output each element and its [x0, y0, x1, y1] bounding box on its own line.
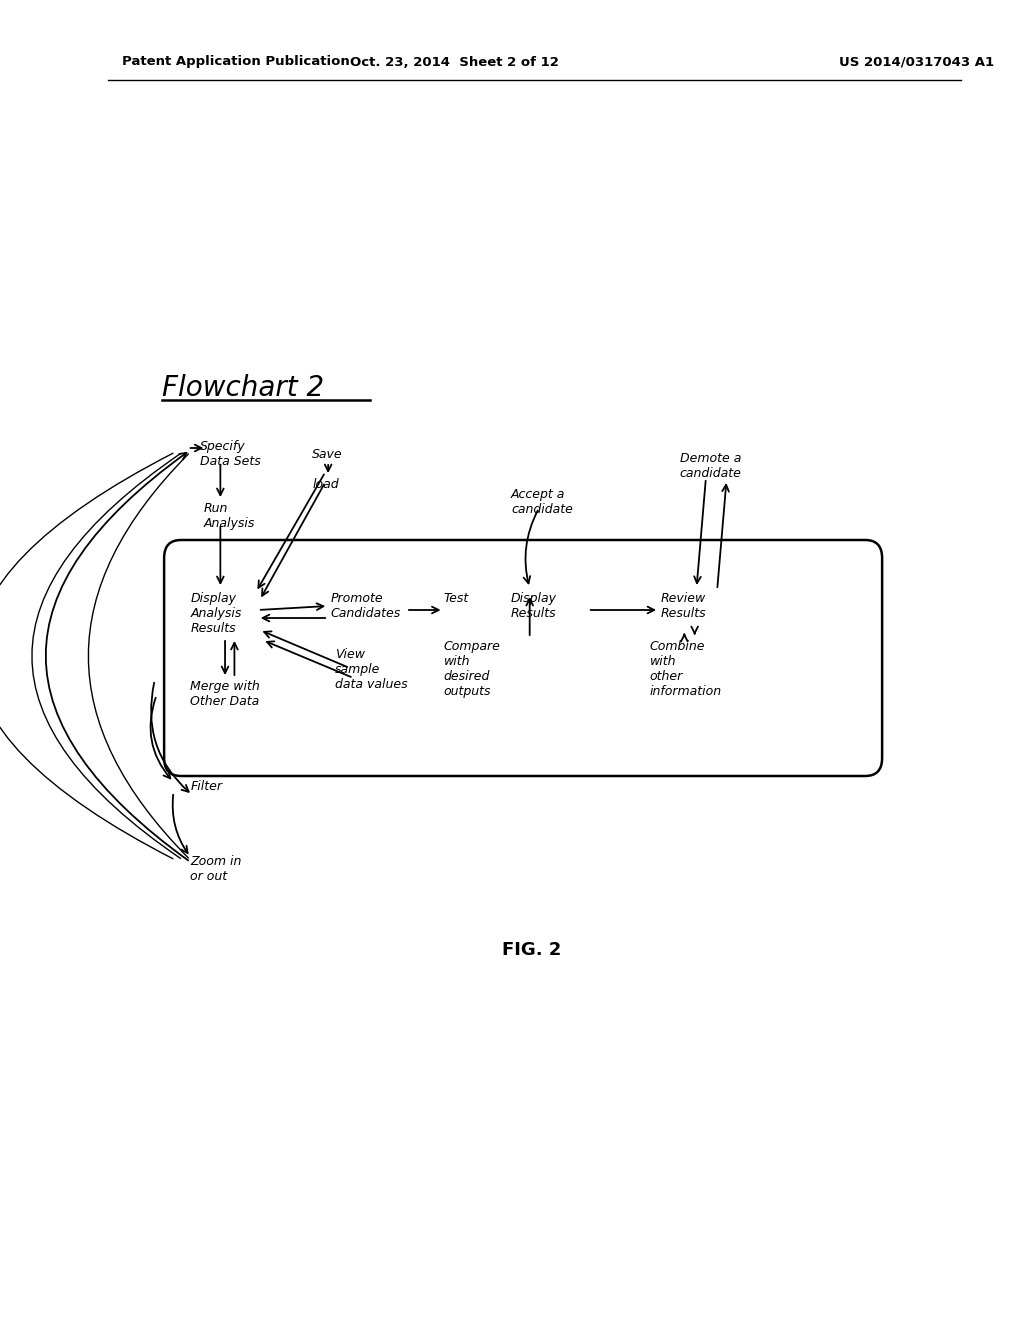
Text: Merge with
Other Data: Merge with Other Data — [190, 680, 260, 708]
FancyBboxPatch shape — [164, 540, 882, 776]
Text: Review
Results: Review Results — [660, 591, 707, 620]
Text: Run
Analysis: Run Analysis — [204, 502, 255, 531]
Text: FIG. 2: FIG. 2 — [502, 941, 561, 960]
Text: load: load — [312, 478, 339, 491]
Text: Accept a
candidate: Accept a candidate — [511, 488, 572, 516]
Text: Filter: Filter — [190, 780, 222, 793]
Text: Display
Results: Display Results — [511, 591, 557, 620]
Text: Save: Save — [312, 447, 343, 461]
Text: Display
Analysis
Results: Display Analysis Results — [190, 591, 242, 635]
Text: Flowchart 2: Flowchart 2 — [162, 374, 325, 403]
Text: Specify
Data Sets: Specify Data Sets — [200, 440, 260, 469]
Text: Oct. 23, 2014  Sheet 2 of 12: Oct. 23, 2014 Sheet 2 of 12 — [350, 55, 559, 69]
Text: Demote a
candidate: Demote a candidate — [680, 451, 741, 480]
Text: Promote
Candidates: Promote Candidates — [331, 591, 401, 620]
Text: US 2014/0317043 A1: US 2014/0317043 A1 — [839, 55, 994, 69]
Text: Zoom in
or out: Zoom in or out — [190, 855, 242, 883]
Text: View
sample
data values: View sample data values — [335, 648, 408, 690]
Text: Patent Application Publication: Patent Application Publication — [122, 55, 349, 69]
Text: Test: Test — [443, 591, 469, 605]
Text: Combine
with
other
information: Combine with other information — [649, 640, 722, 698]
Text: Compare
with
desired
outputs: Compare with desired outputs — [443, 640, 501, 698]
